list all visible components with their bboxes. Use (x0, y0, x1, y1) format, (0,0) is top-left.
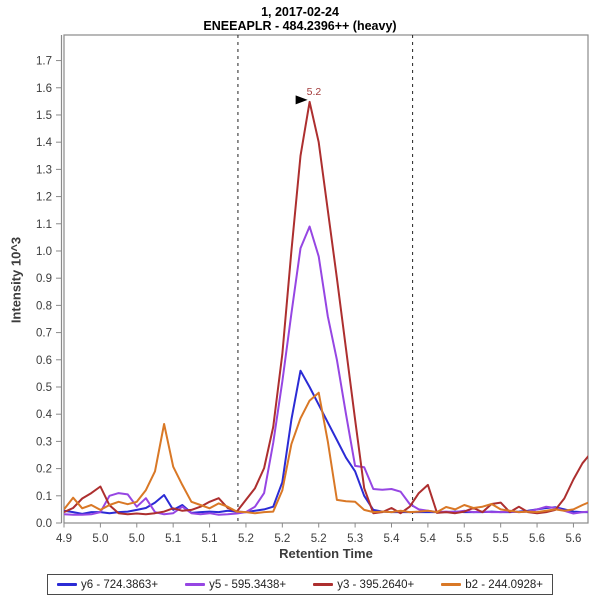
x-tick-label: 5.4 (420, 533, 437, 545)
y-tick-label: 0.3 (36, 436, 52, 448)
legend-label-b2: b2 - 244.0928+ (465, 578, 543, 591)
legend-swatch-y5 (185, 583, 206, 586)
legend-label-y3: y3 - 395.2640+ (337, 578, 415, 591)
chart-title: 1, 2017-02-24 ENEEAPLR - 484.2396++ (hea… (0, 5, 600, 33)
x-tick-label: 5.0 (129, 533, 145, 545)
y-tick-label: 1.4 (36, 137, 53, 149)
x-tick-label: 5.1 (165, 533, 181, 545)
x-tick-label: 5.5 (493, 533, 509, 545)
x-tick-label: 5.2 (238, 533, 254, 545)
y-tick-label: 0.5 (36, 382, 52, 394)
legend-swatch-y6 (57, 583, 77, 586)
x-tick-label: 5.6 (529, 533, 545, 545)
y-tick-label: 1.1 (36, 219, 52, 231)
y-tick-label: 1.5 (36, 110, 52, 122)
y-tick-label: 0.6 (36, 355, 52, 367)
series-line-y5[interactable] (64, 225, 592, 516)
title-line-1: 1, 2017-02-24 (261, 5, 339, 19)
y-tick-label: 1.6 (36, 83, 52, 95)
y-tick-label: 1.2 (36, 192, 52, 204)
y-tick-label: 0.2 (36, 464, 52, 476)
x-tick-label: 5.4 (384, 533, 401, 545)
y-tick-label: 0.0 (36, 518, 52, 530)
y-tick-label: 0.9 (36, 273, 52, 285)
y-tick-label: 1.7 (36, 56, 52, 68)
peak-annotation[interactable]: 5.2 (295, 86, 322, 105)
plot-frame (63, 34, 589, 524)
legend-label-y5: y5 - 595.3438+ (209, 578, 287, 591)
title-line-2: ENEEAPLR - 484.2396++ (heavy) (203, 19, 397, 33)
x-tick-label: 5.6 (565, 533, 581, 545)
legend-swatch-b2 (441, 583, 462, 586)
y-tick-label: 1.3 (36, 164, 52, 176)
x-tick-label: 4.9 (56, 533, 72, 545)
legend-item-y3: y3 - 395.2640+ (313, 579, 414, 591)
legend-item-y5: y5 - 595.3438+ (185, 579, 286, 591)
series-line-y3[interactable] (64, 100, 592, 516)
x-axis-title: Retention Time (279, 546, 373, 561)
y-tick-label: 0.7 (36, 328, 52, 340)
legend-item-y6: y6 - 724.3863+ (57, 579, 158, 591)
peak-annotation-label: 5.2 (307, 86, 322, 98)
x-tick-label: 5.1 (202, 533, 218, 545)
x-tick-label: 5.3 (347, 533, 363, 545)
y-tick-label: 0.4 (36, 409, 53, 421)
legend-swatch-y3 (313, 583, 334, 586)
legend: y6 - 724.3863+ y5 - 595.3438+ y3 - 395.2… (47, 574, 553, 595)
legend-item-b2: b2 - 244.0928+ (441, 579, 543, 591)
x-tick-label: 5.0 (92, 533, 108, 545)
x-tick-label: 5.2 (274, 533, 290, 545)
series-line-b2[interactable] (64, 391, 592, 515)
y-tick-label: 0.1 (36, 491, 52, 503)
legend-label-y6: y6 - 724.3863+ (81, 578, 159, 591)
y-axis-title: Intensity 10^3 (8, 236, 24, 324)
x-tick-label: 5.2 (311, 533, 327, 545)
peak-annotation-arrow-icon (295, 95, 308, 105)
y-tick-label: 1.0 (36, 246, 52, 258)
y-tick-label: 0.8 (36, 300, 52, 312)
x-tick-label: 5.5 (456, 533, 472, 545)
